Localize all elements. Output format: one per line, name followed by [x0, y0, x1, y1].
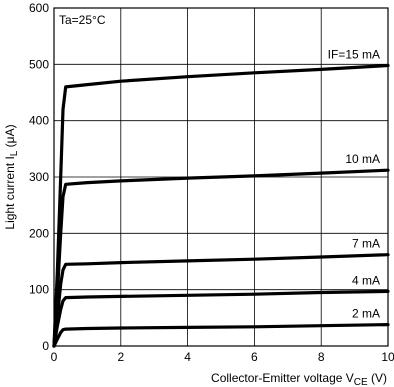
x-axis-title: Collector-Emitter voltage VCE (V) — [211, 371, 387, 387]
plot-frame — [53, 7, 389, 347]
y-tick-label: 600 — [29, 1, 49, 15]
x-tick-label: 2 — [117, 350, 124, 364]
grid-lines — [54, 8, 388, 346]
series-curves — [52, 63, 390, 348]
series-label: 2 mA — [352, 307, 380, 321]
y-tick-label: 500 — [29, 57, 49, 71]
x-tick-label: 0 — [51, 350, 58, 364]
series-label: 4 mA — [352, 273, 380, 287]
y-tick-label: 400 — [29, 114, 49, 128]
x-tick-label: 8 — [318, 350, 325, 364]
y-tick-label: 100 — [29, 283, 49, 297]
y-tick-label: 300 — [29, 170, 49, 184]
y-tick-label: 200 — [29, 226, 49, 240]
y-tick-label: 0 — [42, 339, 49, 353]
series-line — [52, 168, 390, 348]
series-line — [52, 289, 390, 348]
x-tick-label: 6 — [251, 350, 258, 364]
annotation-temperature: Ta=25°C — [59, 13, 106, 27]
series-line — [52, 323, 390, 348]
series-label: IF=15 mA — [328, 47, 380, 61]
y-axis-title: Light current IL (μA) — [3, 124, 20, 229]
annotation-box — [55, 9, 117, 29]
series-line — [52, 253, 390, 348]
x-tick-label: 4 — [184, 350, 191, 364]
x-tick-label: 10 — [381, 350, 394, 364]
series-labels: IF=15 mA 10 mA 7 mA 4 mA 2 mA — [328, 47, 380, 320]
series-label: 10 mA — [345, 152, 380, 166]
series-label: 7 mA — [352, 237, 380, 251]
series-line — [52, 63, 390, 348]
